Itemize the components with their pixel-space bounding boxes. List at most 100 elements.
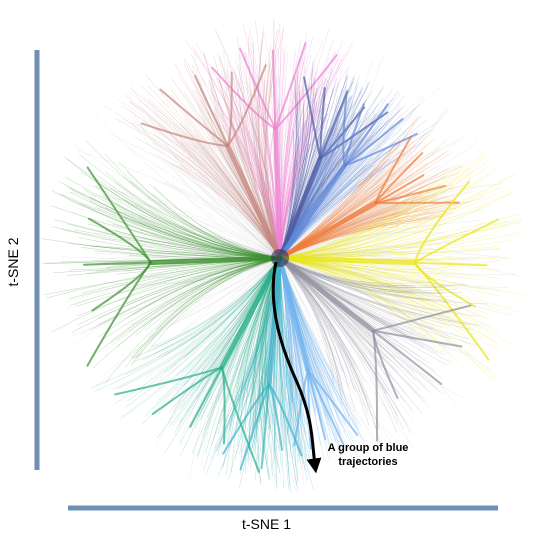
trajectory-line (279, 257, 471, 330)
trajectory-line (147, 257, 281, 305)
trajectory-line (279, 257, 381, 445)
trajectory-line (279, 257, 463, 399)
trajectory-line (279, 257, 526, 296)
trajectory-line (125, 257, 281, 408)
trajectory-line (91, 257, 281, 388)
trajectory-line (144, 257, 281, 361)
trajectory-line (277, 255, 418, 266)
trajectory-line (279, 41, 354, 259)
trajectory-line (208, 69, 281, 259)
trajectory-line (95, 177, 281, 259)
trajectory-line (118, 190, 281, 259)
annotation-arrow (271, 261, 322, 474)
trajectory-line (155, 257, 281, 447)
trajectory-line (118, 257, 281, 389)
trajectory-line (59, 181, 281, 259)
trajectory-line (279, 257, 431, 300)
trajectory-line (279, 191, 489, 259)
trajectory-line (78, 153, 281, 259)
trajectory-line (123, 199, 281, 259)
trajectory-line (85, 184, 281, 259)
trajectory-line (166, 109, 281, 259)
trajectory-line (279, 164, 460, 259)
trajectory-line (279, 257, 342, 400)
trajectory-line (279, 172, 447, 259)
trajectory-line (114, 366, 223, 396)
trajectory-line (279, 257, 423, 314)
trajectory-line (128, 257, 281, 332)
trajectory-line (279, 257, 398, 433)
trajectory-line (279, 218, 522, 259)
trajectory-line (227, 60, 281, 259)
trajectory-line (279, 257, 369, 461)
trajectory-line (238, 64, 281, 259)
trajectory-line (279, 142, 457, 259)
trajectory-line (279, 41, 343, 259)
trajectory-line (263, 80, 281, 259)
trajectory-line (279, 186, 431, 259)
trajectory-line (148, 257, 281, 339)
trajectory-line (343, 118, 404, 167)
trajectory-line (279, 257, 442, 294)
trajectory-line (413, 180, 470, 264)
trajectory-line (95, 114, 281, 259)
trajectory-line (257, 30, 281, 259)
trajectory-line (279, 257, 468, 373)
trajectory-line (263, 58, 281, 259)
trajectory-line (144, 103, 281, 259)
trajectory-line (244, 50, 281, 259)
trajectory-line (279, 257, 482, 327)
trajectory-line (279, 27, 330, 259)
trajectory-line (261, 80, 281, 259)
trajectory-line (225, 143, 283, 261)
trajectory-line (279, 257, 412, 340)
trajectory-line (171, 181, 281, 259)
trajectory-line (131, 257, 281, 358)
trajectory-line (132, 257, 281, 363)
trajectory-line (279, 187, 510, 259)
trajectory-line (279, 257, 430, 338)
trajectory-line (279, 257, 447, 301)
trajectory-line (138, 99, 281, 259)
trajectory-line (144, 257, 281, 418)
trajectory-line (277, 156, 323, 261)
trajectory-line (279, 257, 494, 341)
trajectory-line (93, 186, 281, 259)
trajectory-line (236, 74, 281, 259)
trajectory-line (262, 30, 281, 259)
trajectory-line (279, 257, 484, 339)
trajectory-line (102, 257, 281, 353)
trajectory-line (279, 144, 501, 259)
trajectory-line (279, 175, 449, 259)
trajectory-line (279, 257, 496, 377)
trajectory-line (151, 257, 281, 348)
trajectory-line (279, 124, 326, 259)
trajectory-line (274, 54, 338, 130)
trajectory-line (279, 257, 378, 430)
trajectory-line (194, 74, 229, 147)
trajectory-line (247, 34, 281, 259)
trajectory-line (277, 255, 376, 334)
trajectory-line (226, 64, 267, 147)
trajectory-line (279, 70, 298, 259)
trajectory-line (279, 56, 316, 259)
trajectory-line (279, 174, 516, 259)
trajectory-line (103, 197, 281, 259)
trajectory-line (306, 369, 345, 446)
trajectory-line (130, 181, 281, 259)
trajectory-line (179, 257, 281, 443)
trajectory-line (239, 47, 277, 130)
trajectory-line (279, 257, 444, 328)
trajectory-line (279, 257, 462, 293)
trajectory-line (279, 249, 405, 259)
trajectory-line (141, 257, 281, 425)
trajectory-line (97, 175, 281, 259)
trajectory-line (193, 47, 281, 259)
trajectory-line (92, 252, 281, 262)
trajectory-line (211, 66, 277, 130)
trajectory-line (129, 82, 281, 259)
trajectory-line (279, 257, 385, 359)
trajectory-line (279, 135, 467, 259)
trajectory-line (220, 366, 226, 445)
